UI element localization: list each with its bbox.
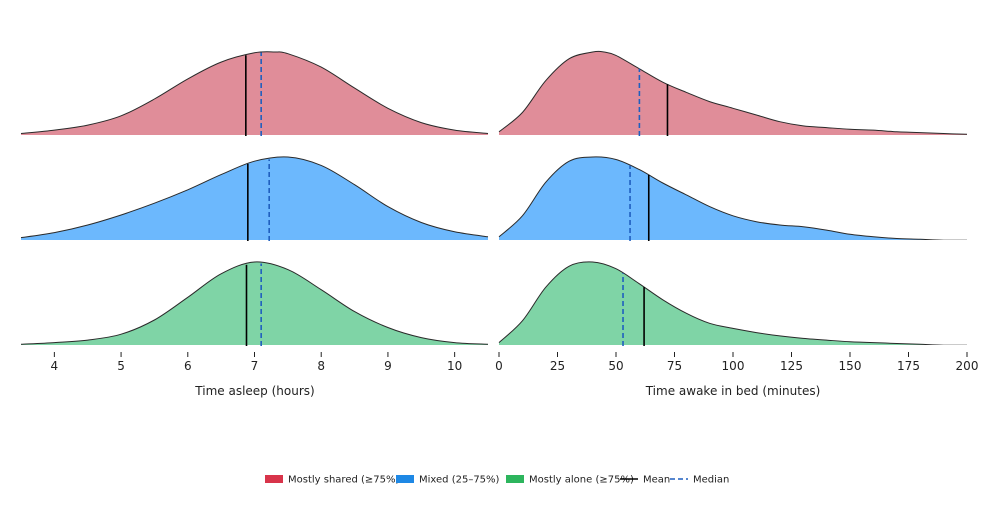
x-tick-label-1-3: 75 <box>667 359 682 373</box>
legend-label-2: Mostly alone (≥75%) <box>529 475 634 486</box>
legend-swatch-1 <box>396 475 414 483</box>
x-tick-label-0-5: 9 <box>384 359 392 373</box>
x-tick-label-0-6: 10 <box>447 359 462 373</box>
x-tick-label-0-1: 5 <box>117 359 125 373</box>
x-axis-label-sleep: Time asleep (hours) <box>194 384 314 398</box>
x-tick-label-1-5: 125 <box>780 359 803 373</box>
density-area-0-1 <box>21 156 488 241</box>
x-tick-label-0-4: 8 <box>317 359 325 373</box>
x-tick-label-1-6: 150 <box>839 359 862 373</box>
legend-label-3: Mean <box>643 475 670 486</box>
density-outline-0-0 <box>20 51 489 134</box>
x-axis-label-awake: Time awake in bed (minutes) <box>645 384 821 398</box>
density-outline-0-1 <box>20 156 489 239</box>
x-tick-label-0-0: 4 <box>51 359 59 373</box>
x-tick-label-1-1: 25 <box>550 359 565 373</box>
x-tick-label-1-2: 50 <box>608 359 623 373</box>
legend-swatch-2 <box>506 475 524 483</box>
x-tick-label-1-0: 0 <box>495 359 503 373</box>
x-tick-label-1-4: 100 <box>722 359 745 373</box>
legend-label-0: Mostly shared (≥75%) <box>288 475 400 486</box>
density-outline-1-0 <box>498 50 968 135</box>
density-area-0-2 <box>21 261 488 346</box>
density-outline-0-2 <box>20 261 489 345</box>
x-tick-label-0-2: 6 <box>184 359 192 373</box>
legend-label-4: Median <box>693 475 729 486</box>
density-area-1-0 <box>499 51 967 136</box>
density-area-0-0 <box>21 51 488 136</box>
panels: 4 5 6 7 8 9 10 0 25 50 75 100 125 150 175 200 <box>20 50 979 373</box>
density-area-1-1 <box>499 156 967 241</box>
legend-swatch-0 <box>265 475 283 483</box>
density-outline-1-1 <box>498 156 968 241</box>
x-tick-label-1-8: 200 <box>956 359 979 373</box>
density-area-1-2 <box>499 261 967 346</box>
x-tick-label-1-7: 175 <box>897 359 920 373</box>
legend: Mostly shared (≥75%) Mixed (25–75%) Mostly… <box>265 475 729 486</box>
density-outline-1-2 <box>498 261 968 346</box>
x-tick-label-0-3: 7 <box>251 359 259 373</box>
legend-label-1: Mixed (25–75%) <box>419 475 500 486</box>
